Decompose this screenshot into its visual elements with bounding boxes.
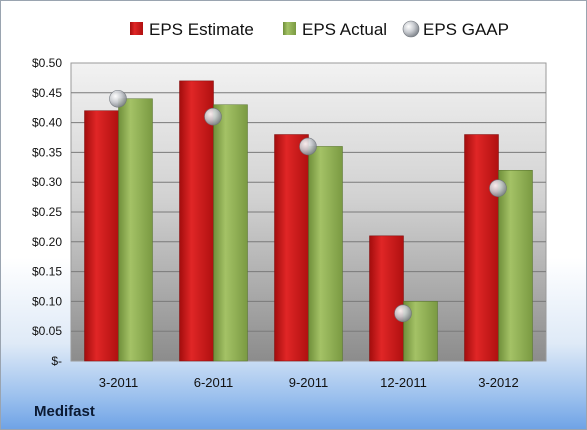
legend-swatch <box>130 22 143 35</box>
bar-eps-actual <box>213 104 248 362</box>
x-axis-labels: 3-2011 6-2011 9-2011 12-2011 3-2012 <box>99 375 519 390</box>
y-tick-label: $0.35 <box>32 145 62 159</box>
legend: EPS Estimate EPS Actual EPS GAAP <box>130 20 509 39</box>
x-tick-label: 6-2011 <box>194 375 234 390</box>
bars <box>84 80 533 362</box>
legend-label: EPS GAAP <box>423 20 509 39</box>
x-tick-label: 3-2011 <box>99 375 139 390</box>
gaap-markers <box>109 89 507 323</box>
y-tick-label: $0.05 <box>32 324 62 338</box>
legend-swatch <box>283 22 296 35</box>
y-tick-label: $0.25 <box>32 205 62 219</box>
y-tick-label: $0.50 <box>32 56 62 70</box>
y-tick-label: $0.45 <box>32 86 62 100</box>
bar-eps-actual <box>118 98 153 362</box>
y-tick-label: $- <box>51 354 62 368</box>
y-tick-label: $0.15 <box>32 265 62 279</box>
bar-eps-estimate <box>274 134 309 362</box>
y-tick-label: $0.10 <box>32 294 62 308</box>
y-tick-label: $0.40 <box>32 116 62 130</box>
y-axis-ticks: $- $0.05 $0.10 $0.15 $0.20 $0.25 $0.30 $0.35 $0.… <box>32 56 62 368</box>
marker-eps-gaap <box>489 179 507 197</box>
x-tick-label: 12-2011 <box>380 375 427 390</box>
bar-eps-estimate <box>84 110 119 362</box>
bar-eps-estimate <box>179 80 214 362</box>
legend-swatch <box>402 20 420 38</box>
bar-eps-actual <box>498 170 533 362</box>
y-tick-label: $0.20 <box>32 235 62 249</box>
y-tick-label: $0.30 <box>32 175 62 189</box>
marker-eps-gaap <box>299 137 317 156</box>
bar-eps-estimate <box>464 134 499 362</box>
legend-label: EPS Estimate <box>149 20 254 39</box>
marker-eps-gaap <box>204 107 222 126</box>
legend-label: EPS Actual <box>302 20 387 39</box>
bar-eps-actual <box>308 146 343 362</box>
marker-eps-gaap <box>109 89 127 108</box>
x-tick-label: 3-2012 <box>478 375 518 390</box>
marker-eps-gaap <box>394 304 412 323</box>
x-tick-label: 9-2011 <box>289 375 329 390</box>
company-name: Medifast <box>34 403 95 420</box>
bar-eps-estimate <box>369 235 404 362</box>
